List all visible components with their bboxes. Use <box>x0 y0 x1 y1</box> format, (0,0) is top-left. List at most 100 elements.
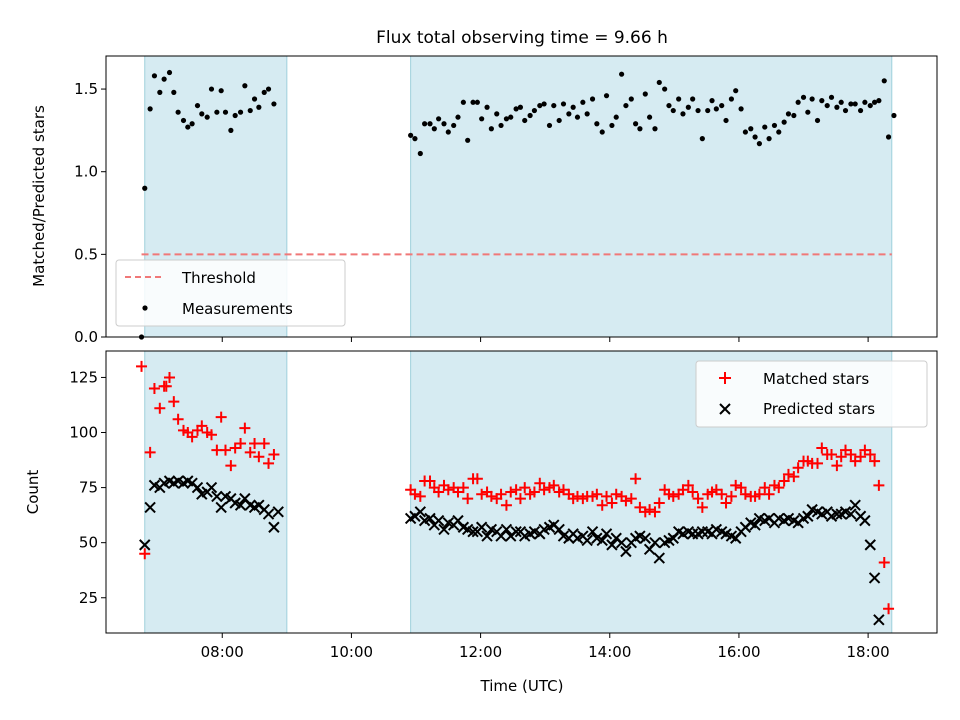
matched-stars-point <box>792 462 804 474</box>
predicted-stars-point <box>845 508 857 520</box>
measurements-point <box>199 111 205 117</box>
matched-stars-point <box>773 482 785 494</box>
matched-stars-point <box>716 488 728 500</box>
matched-stars-point <box>168 396 180 408</box>
matched-stars-point <box>249 438 261 450</box>
measurements-point <box>436 116 442 122</box>
count-y-tick-label: 75 <box>79 479 98 497</box>
measurements-point <box>785 111 792 117</box>
measurements-point <box>185 124 191 130</box>
matched-stars-point <box>873 479 885 491</box>
predicted-stars-point <box>553 523 565 536</box>
predicted-stars-point <box>211 490 223 503</box>
predicted-stars-point <box>467 525 479 538</box>
legend-measurements-label: Measurements <box>182 300 293 318</box>
measurements-point <box>881 78 887 84</box>
measurements-point <box>656 79 662 86</box>
measurements-point <box>633 121 639 127</box>
measurements-point <box>805 109 811 115</box>
measurements-point <box>161 76 167 82</box>
measurements-point <box>265 86 272 92</box>
measurements-point <box>517 104 524 110</box>
predicted-stars-point <box>205 481 218 494</box>
count-x-tick-label: 12:00 <box>459 643 502 661</box>
matched-stars-point <box>735 482 747 494</box>
matched-stars-point <box>682 479 694 491</box>
measurements-point <box>537 102 543 109</box>
count-legend-box <box>695 360 928 428</box>
measurements-point <box>589 96 596 102</box>
predicted-stars-point <box>596 534 608 547</box>
ratio-panel-frame <box>105 55 938 338</box>
measurements-point <box>566 111 572 117</box>
count-legend: Matched stars Predicted stars <box>695 360 928 428</box>
measurements-point <box>470 99 476 105</box>
measurements-point <box>417 150 423 157</box>
matched-stars-point <box>835 451 847 463</box>
matched-stars-point <box>476 488 488 500</box>
matched-stars-point <box>409 488 421 500</box>
matched-stars-point <box>139 548 151 560</box>
matched-stars-point <box>653 497 665 509</box>
measurements-point <box>484 104 490 110</box>
measurements-point <box>242 83 248 89</box>
measurements-point <box>662 86 668 92</box>
matched-stars-point <box>759 482 771 494</box>
matched-stars-point <box>845 449 857 461</box>
measurements-point <box>189 121 195 127</box>
measurements-point <box>719 102 725 109</box>
measurements-point <box>766 136 772 142</box>
matched-stars-point <box>878 557 890 568</box>
measurements-point <box>885 134 892 140</box>
measurements-point <box>441 121 447 127</box>
measurements-point <box>580 99 586 105</box>
matched-stars-point <box>219 444 231 456</box>
predicted-stars-point <box>191 481 204 494</box>
measurements-point <box>699 136 705 142</box>
matched-stars-point <box>471 473 483 485</box>
measurements-point <box>474 99 480 105</box>
measurements-point <box>445 129 451 135</box>
matched-stars-point <box>433 486 445 498</box>
measurements-point <box>862 99 868 105</box>
matched-stars-point <box>510 484 522 496</box>
matched-stars-point <box>630 473 642 485</box>
measurements-point <box>527 112 533 119</box>
matched-stars-point <box>696 501 708 513</box>
predicted-stars-point <box>831 508 843 520</box>
predicted-stars-point <box>475 521 488 533</box>
count-x-tick-label: 16:00 <box>717 643 760 661</box>
count-x-tick-label: 14:00 <box>588 643 631 661</box>
measurements-point <box>574 114 581 120</box>
measurements-point <box>814 117 821 124</box>
matched-stars-point <box>485 490 497 502</box>
measurements-point <box>742 129 748 135</box>
predicted-stars-point <box>215 501 227 514</box>
measurements-point <box>594 121 600 127</box>
measurements-point <box>151 73 158 79</box>
predicted-stars-point <box>649 536 661 549</box>
matched-stars-point <box>258 438 270 450</box>
measurements-point <box>427 121 433 127</box>
measurements-point <box>838 99 844 105</box>
measurements-point <box>848 101 854 107</box>
measurements-point <box>222 109 229 115</box>
predicted-stars-point <box>653 552 665 564</box>
matched-stars-point <box>500 499 512 511</box>
ratio-y-tick-label: 1.5 <box>74 80 98 98</box>
measurements-point <box>824 102 830 109</box>
matched-stars-point <box>205 429 217 441</box>
matched-stars-point <box>606 497 618 509</box>
predicted-stars-point <box>432 514 445 527</box>
measurements-point <box>194 102 201 109</box>
count-y-tick-label: 25 <box>79 589 98 607</box>
measurements-point <box>408 132 414 138</box>
measurements-point <box>795 99 801 105</box>
matched-stars-point <box>725 490 737 502</box>
measurements-point <box>541 101 547 107</box>
predicted-stars-point <box>749 519 761 531</box>
predicted-stars-point <box>272 506 284 518</box>
measurements-point <box>752 134 758 140</box>
measurements-point <box>842 107 849 114</box>
